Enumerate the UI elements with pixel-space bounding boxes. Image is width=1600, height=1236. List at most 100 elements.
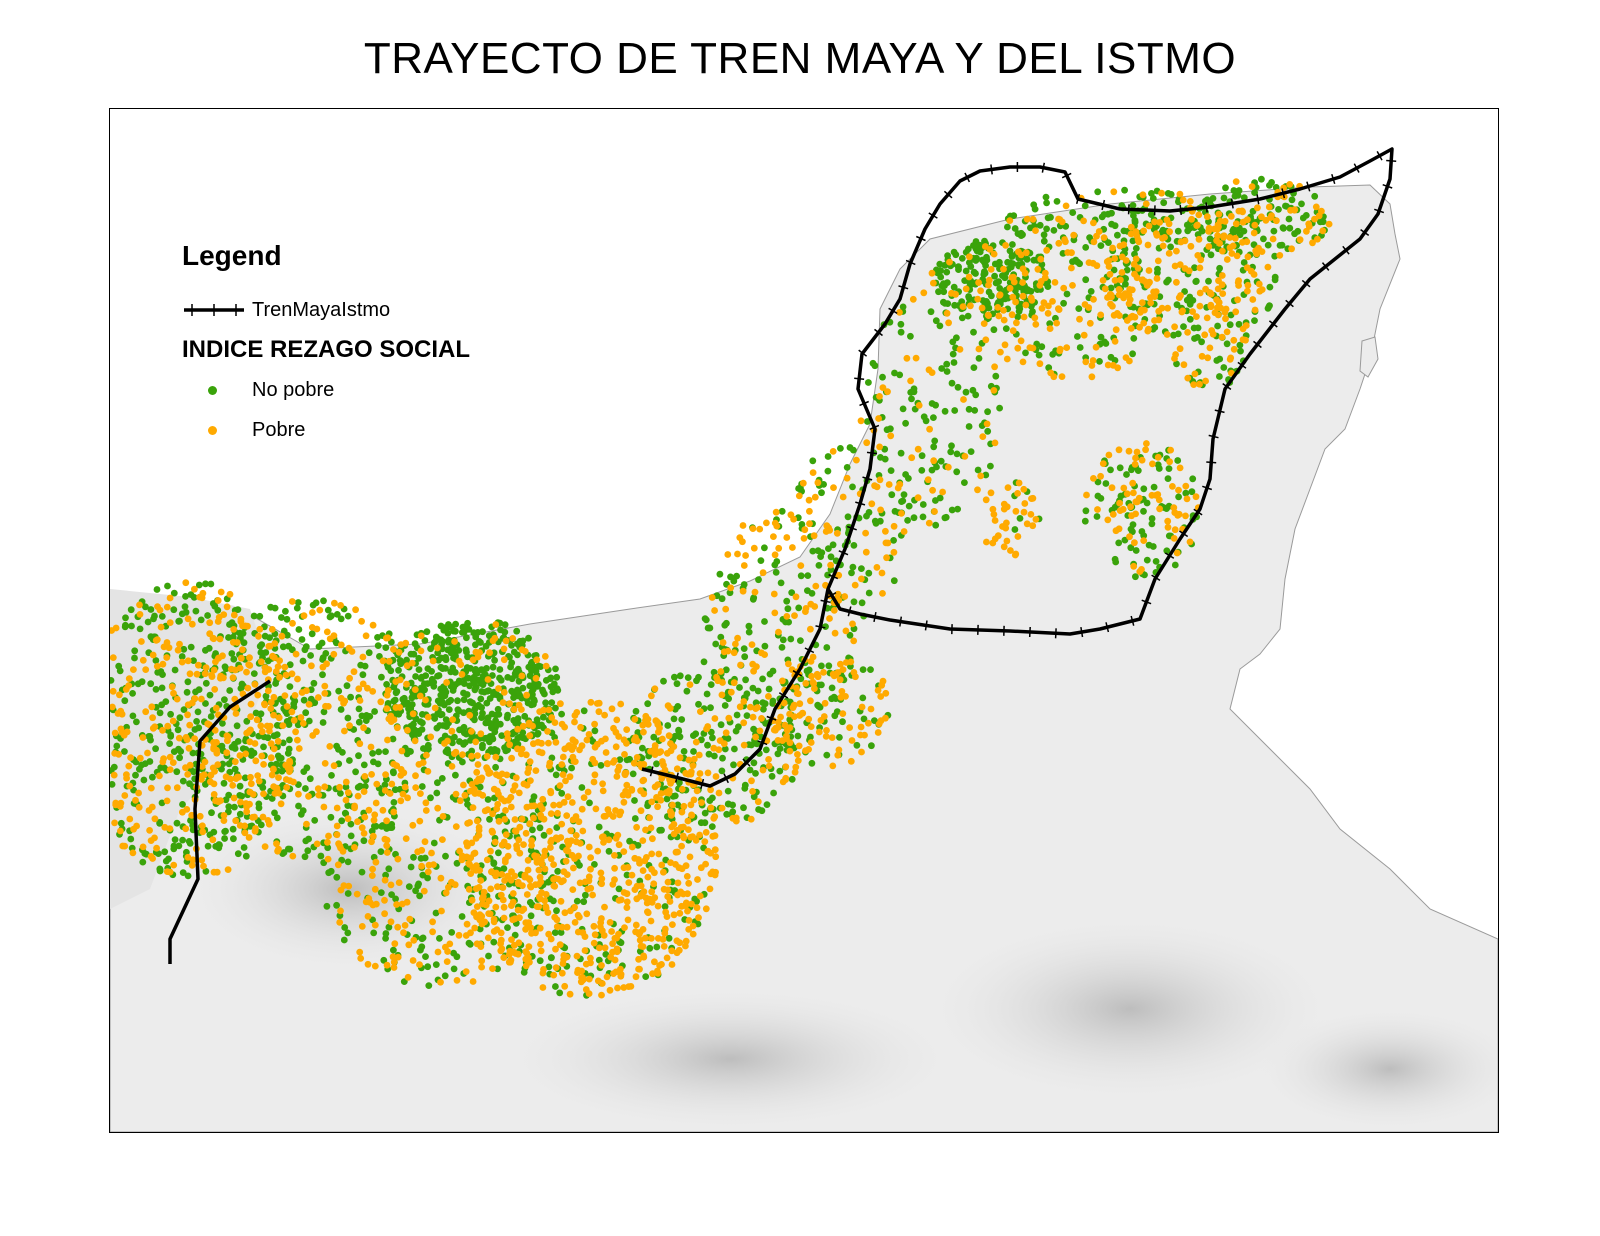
- no-pobre-point: [1014, 313, 1022, 321]
- pobre-point: [873, 483, 881, 491]
- no-pobre-point: [288, 646, 296, 654]
- pobre-point: [548, 714, 556, 721]
- pobre-point: [418, 846, 426, 854]
- no-pobre-point: [765, 685, 773, 693]
- pobre-point: [1205, 243, 1213, 250]
- pobre-point: [791, 612, 798, 619]
- no-pobre-point: [337, 706, 345, 713]
- no-pobre-point: [646, 944, 654, 952]
- pobre-point: [294, 736, 301, 744]
- no-pobre-point: [818, 681, 825, 689]
- no-pobre-point: [984, 427, 992, 435]
- no-pobre-point: [1264, 241, 1272, 249]
- pobre-point: [1006, 284, 1014, 292]
- pobre-point: [528, 837, 535, 845]
- rail-tick: [1331, 173, 1336, 185]
- pobre-point: [1215, 210, 1223, 218]
- no-pobre-point: [1174, 227, 1182, 235]
- no-pobre-point: [1076, 344, 1084, 351]
- no-pobre-point: [1140, 485, 1148, 493]
- pobre-point: [1115, 446, 1123, 454]
- pobre-point: [538, 805, 546, 813]
- no-pobre-point: [513, 627, 521, 635]
- pobre-point: [631, 854, 639, 862]
- no-pobre-point: [268, 795, 276, 802]
- no-pobre-point: [302, 643, 310, 651]
- no-pobre-point: [676, 733, 684, 741]
- pobre-point: [537, 940, 544, 948]
- no-pobre-point: [951, 407, 959, 414]
- pobre-point: [632, 921, 640, 929]
- no-pobre-point: [1121, 186, 1128, 194]
- pobre-point: [514, 950, 522, 958]
- pobre-point: [610, 970, 617, 977]
- pobre-point: [702, 829, 710, 836]
- no-pobre-point: [918, 467, 926, 474]
- pobre-point: [805, 715, 813, 723]
- pobre-point: [1105, 451, 1113, 459]
- pobre-point: [1021, 269, 1029, 277]
- pobre-point: [595, 708, 603, 716]
- no-pobre-point: [788, 775, 796, 783]
- no-pobre-point: [170, 589, 178, 597]
- no-pobre-point: [784, 605, 792, 613]
- pobre-point: [1143, 440, 1150, 447]
- pobre-point: [655, 728, 662, 736]
- no-pobre-point: [1134, 467, 1142, 474]
- no-pobre-point: [504, 674, 512, 681]
- no-pobre-point: [881, 455, 889, 463]
- no-pobre-point: [707, 681, 715, 688]
- no-pobre-point: [512, 668, 520, 675]
- pobre-point: [437, 874, 445, 882]
- pobre-point: [406, 915, 414, 923]
- pobre-point: [736, 703, 744, 711]
- pobre-point: [669, 801, 676, 809]
- no-pobre-point: [286, 661, 294, 669]
- no-pobre-point: [749, 595, 757, 603]
- pobre-point: [646, 814, 653, 822]
- pobre-point: [659, 758, 666, 765]
- pobre-point: [188, 620, 196, 628]
- pobre-point: [511, 816, 519, 823]
- pobre-point: [563, 923, 571, 931]
- pobre-point: [563, 871, 571, 878]
- no-pobre-point: [950, 359, 958, 366]
- pobre-point: [499, 896, 507, 904]
- no-pobre-point: [671, 792, 679, 800]
- pobre-point: [198, 856, 206, 864]
- no-pobre-point: [718, 767, 726, 775]
- no-pobre-point: [948, 379, 956, 387]
- pobre-point: [883, 554, 890, 562]
- pobre-point: [1203, 213, 1211, 221]
- pobre-point: [500, 689, 508, 696]
- pobre-point: [644, 721, 652, 728]
- pobre-point: [531, 852, 538, 860]
- pobre-point: [617, 896, 625, 904]
- map-frame[interactable]: [109, 108, 1499, 1133]
- pobre-point: [224, 733, 232, 741]
- pobre-point: [612, 743, 620, 751]
- pobre-point: [946, 258, 953, 266]
- no-pobre-point: [337, 790, 344, 797]
- pobre-point: [323, 628, 331, 636]
- pobre-point: [622, 787, 629, 795]
- pobre-point: [639, 721, 647, 729]
- no-pobre-point: [460, 729, 468, 737]
- no-pobre-point: [243, 717, 251, 725]
- no-pobre-point: [384, 700, 392, 707]
- rail-tick: [1386, 159, 1397, 162]
- no-pobre-point: [947, 448, 955, 456]
- pobre-point: [1179, 196, 1187, 204]
- pobre-point: [403, 662, 411, 670]
- pobre-point: [313, 625, 321, 633]
- no-pobre-point: [277, 754, 285, 762]
- no-pobre-point: [421, 680, 428, 688]
- no-pobre-point: [472, 641, 479, 649]
- no-pobre-point: [1165, 276, 1172, 284]
- pobre-point: [809, 469, 817, 476]
- pobre-point: [476, 940, 484, 948]
- pobre-point: [597, 869, 605, 877]
- map-canvas[interactable]: [110, 109, 1498, 1132]
- pobre-point: [479, 791, 487, 799]
- pobre-point: [603, 760, 611, 767]
